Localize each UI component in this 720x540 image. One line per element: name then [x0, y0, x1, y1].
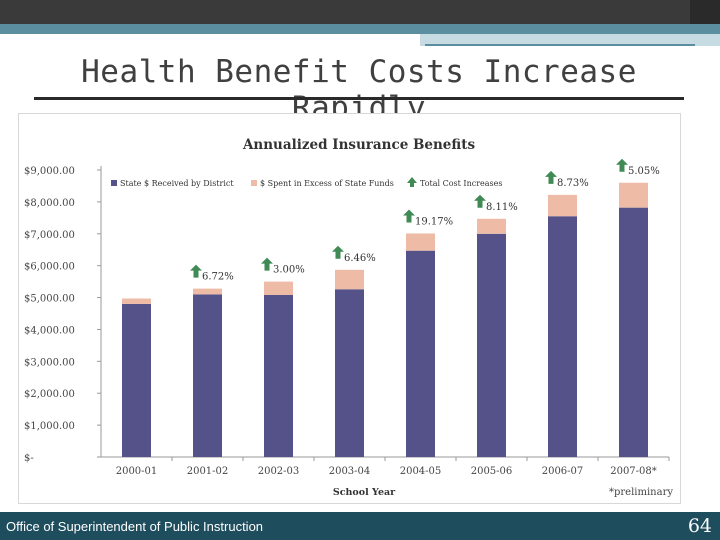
- x-tick-label: 2000-01: [116, 466, 158, 477]
- bar-excess-2007-08*: [619, 182, 648, 208]
- increase-percent-label: 3.00%: [273, 265, 305, 276]
- legend-label-increase: Total Cost Increases: [420, 179, 502, 188]
- bar-state-2002-03: [264, 295, 293, 457]
- bar-state-2006-07: [548, 216, 577, 457]
- legend-swatch-state: [111, 180, 117, 186]
- bar-state-2003-04: [335, 289, 364, 457]
- page-number: 64: [687, 515, 712, 537]
- bar-excess-2006-07: [548, 194, 577, 217]
- bar-state-2005-06: [477, 233, 506, 457]
- legend-swatch-excess: [251, 180, 257, 186]
- top-bar-corner: [690, 0, 720, 24]
- x-tick-label: 2003-04: [329, 466, 371, 477]
- increase-arrow-icon: [474, 194, 486, 208]
- y-tick-label: $8,000.00: [24, 198, 75, 209]
- x-tick-label: 2007-08*: [610, 466, 657, 477]
- increase-percent-label: 8.73%: [557, 178, 589, 189]
- x-tick-label: 2006-07: [542, 466, 584, 477]
- y-tick-label: $2,000.00: [24, 389, 75, 400]
- bar-excess-2000-01: [122, 298, 151, 304]
- x-tick-label: 2005-06: [471, 466, 513, 477]
- increase-percent-label: 5.05%: [628, 166, 660, 177]
- accent-line: [425, 44, 695, 46]
- footer-bar: [0, 512, 720, 540]
- chart-title: Annualized Insurance Benefits: [242, 137, 476, 153]
- bar-state-2001-02: [193, 294, 222, 457]
- y-tick-label: $6,000.00: [24, 262, 75, 273]
- bar-excess-2002-03: [264, 281, 293, 296]
- x-tick-label: 2004-05: [400, 466, 442, 477]
- top-bar: [0, 0, 720, 24]
- increase-arrow-icon: [403, 209, 415, 223]
- y-tick-label: $1,000.00: [24, 421, 75, 432]
- legend-label-state: State $ Received by District: [120, 179, 234, 188]
- y-tick-label: $4,000.00: [24, 325, 75, 336]
- increase-percent-label: 8.11%: [486, 202, 518, 213]
- increase-arrow-icon: [190, 264, 202, 278]
- increase-percent-label: 6.46%: [344, 253, 376, 264]
- legend-arrow-icon: [407, 177, 417, 187]
- bar-state-2004-05: [406, 250, 435, 457]
- legend-label-excess: $ Spent in Excess of State Funds: [260, 179, 394, 188]
- increase-arrow-icon: [545, 170, 557, 184]
- bar-excess-2005-06: [477, 218, 506, 234]
- insurance-benefits-chart: Annualized Insurance Benefits $- $1,000.00…: [24, 137, 673, 498]
- bar-excess-2004-05: [406, 233, 435, 251]
- increase-arrow-icon: [616, 158, 628, 172]
- accent-band-light: [420, 34, 720, 46]
- x-axis-label: School Year: [333, 487, 396, 498]
- increase-percent-label: 19.17%: [415, 216, 453, 227]
- increase-percent-label: 6.72%: [202, 272, 234, 283]
- bar-state-2000-01: [122, 303, 151, 457]
- y-tick-label: $-: [24, 453, 34, 464]
- bar-excess-2003-04: [335, 269, 364, 290]
- y-tick-label: $7,000.00: [24, 230, 75, 241]
- bar-excess-2001-02: [193, 288, 222, 295]
- increase-arrow-icon: [332, 245, 344, 259]
- accent-band: [0, 24, 720, 34]
- y-tick-label: $3,000.00: [24, 357, 75, 368]
- bar-state-2007-08*: [619, 207, 648, 457]
- footer-text: Office of Superintendent of Public Instr…: [6, 519, 264, 534]
- x-tick-label: 2001-02: [187, 466, 229, 477]
- chart-panel: Annualized Insurance Benefits $- $1,000.00…: [18, 113, 681, 504]
- y-tick-label: $5,000.00: [24, 294, 75, 305]
- footnote: *preliminary: [609, 487, 673, 498]
- x-tick-label: 2002-03: [258, 466, 300, 477]
- increase-arrow-icon: [261, 257, 273, 271]
- y-tick-label: $9,000.00: [24, 166, 75, 177]
- title-underline: [34, 97, 684, 100]
